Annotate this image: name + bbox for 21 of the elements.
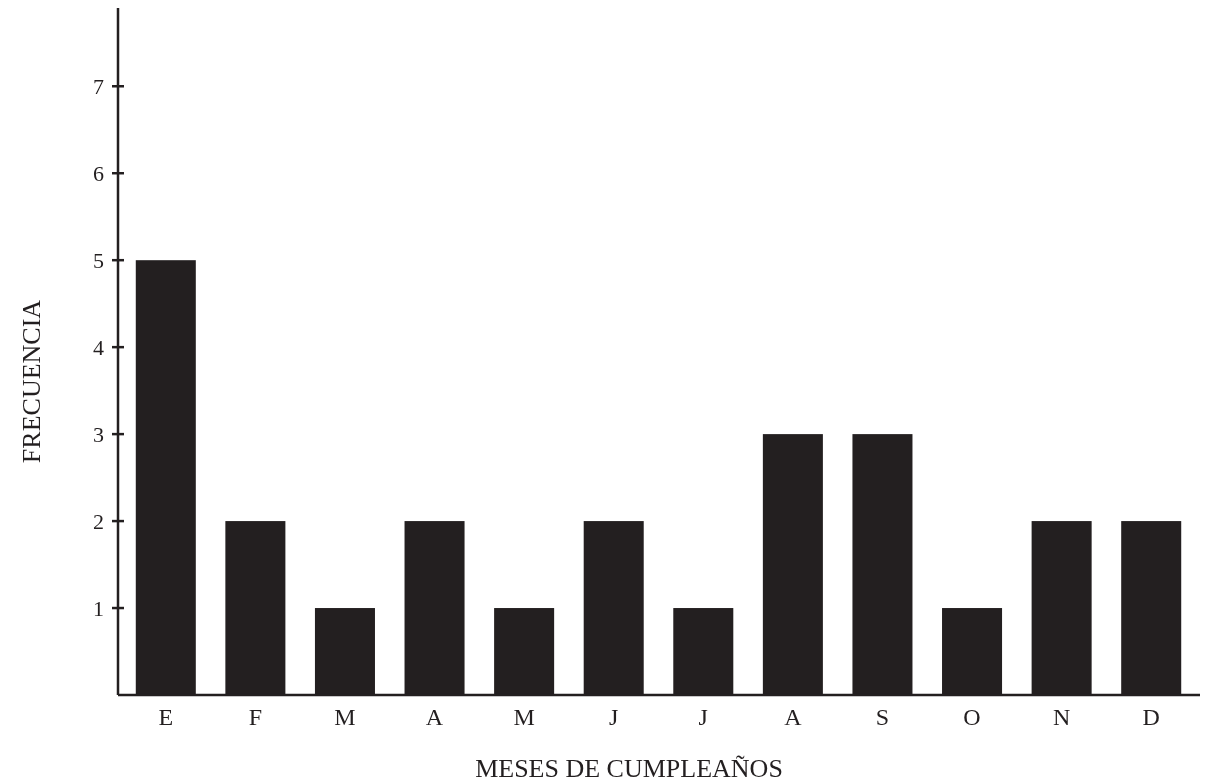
- x-tick-label: N: [1052, 704, 1071, 730]
- x-tick-label: A: [784, 704, 803, 730]
- x-axis-title: MESES DE CUMPLEAÑOS: [475, 754, 783, 783]
- y-tick-label: 6: [93, 160, 104, 186]
- x-tick-label: S: [875, 704, 890, 730]
- x-tick-label: A: [425, 704, 444, 730]
- y-tick-label: 2: [93, 508, 104, 534]
- y-tick-label: 4: [93, 334, 104, 360]
- x-tick-label: M: [334, 704, 356, 730]
- y-tick-label: 1: [93, 595, 104, 621]
- x-tick-label: D: [1142, 704, 1160, 730]
- x-tick-label: E: [158, 704, 174, 730]
- y-tick-label: 5: [93, 247, 104, 273]
- x-tick-label: M: [513, 704, 535, 730]
- y-tick-label: 3: [93, 421, 104, 447]
- x-tick-label: J: [609, 704, 619, 730]
- x-tick-label: J: [698, 704, 708, 730]
- y-tick-label: 7: [93, 73, 104, 99]
- x-tick-label: F: [248, 704, 263, 730]
- x-tick-label: O: [963, 704, 981, 730]
- y-axis-title: FRECUENCIA: [17, 299, 46, 464]
